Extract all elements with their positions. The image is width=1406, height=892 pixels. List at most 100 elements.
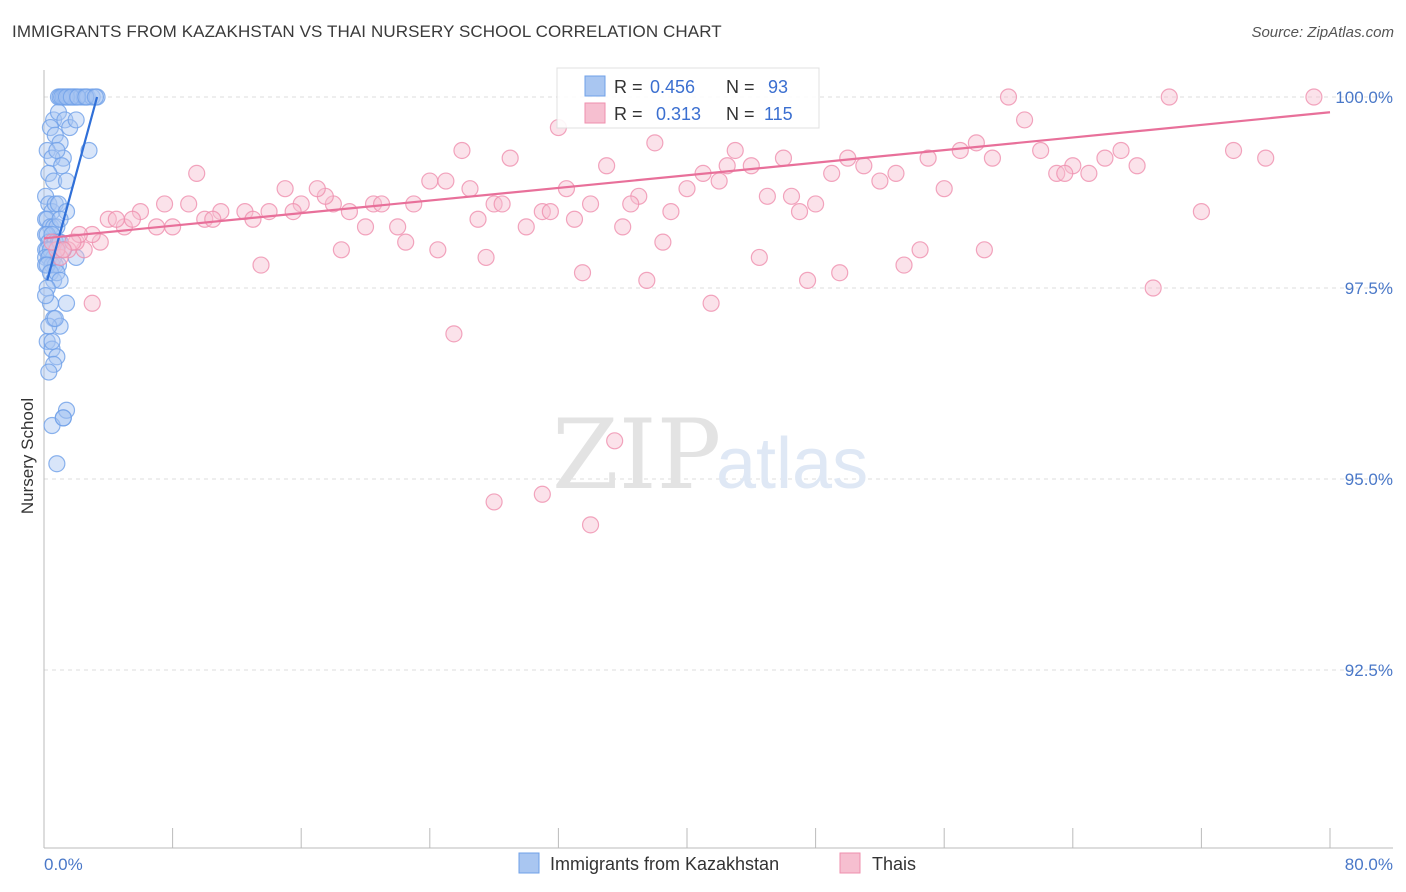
thai-point xyxy=(1056,164,1074,182)
trend-lines xyxy=(43,96,1331,281)
kazakhstan-point xyxy=(53,157,71,175)
thai-point xyxy=(975,241,993,259)
thai-point xyxy=(887,164,905,182)
thai-point xyxy=(405,195,423,213)
thai-point xyxy=(750,248,768,267)
thai-point xyxy=(83,294,101,312)
thai-point xyxy=(533,485,551,503)
y-tick-labels: 100.0% 97.5% 95.0% 92.5% xyxy=(1335,88,1393,680)
thai-point xyxy=(895,256,913,274)
thai-point xyxy=(662,203,680,221)
thai-point xyxy=(1144,279,1162,297)
thai-point xyxy=(1160,88,1178,106)
axes xyxy=(43,70,1393,849)
legend-pink-swatch xyxy=(839,852,861,874)
thai-point xyxy=(790,203,809,221)
thai-point xyxy=(437,172,455,190)
thai-point xyxy=(501,149,519,167)
thai-point xyxy=(999,88,1018,106)
thai-point xyxy=(581,516,600,534)
thai-point xyxy=(646,134,664,152)
stats-pink-n-value: 115 xyxy=(764,104,793,124)
thai-point xyxy=(935,180,953,198)
thai-point xyxy=(726,141,744,160)
thai-point xyxy=(284,203,302,221)
thai-point xyxy=(445,325,463,343)
stats-blue-r-label: R = xyxy=(614,77,643,97)
thai-point xyxy=(573,264,592,282)
thai-point xyxy=(1305,88,1323,106)
thai-point xyxy=(606,432,624,450)
thai-point xyxy=(598,157,616,175)
thai-point xyxy=(702,294,720,312)
thai-point xyxy=(710,172,728,190)
watermark-zip: ZIP xyxy=(552,399,721,511)
thai-point xyxy=(638,271,656,289)
thai-point xyxy=(855,157,873,175)
thai-point xyxy=(180,195,198,213)
thai-point xyxy=(1032,141,1050,160)
thai-point xyxy=(911,241,929,259)
thai-point xyxy=(308,180,326,198)
thai-point xyxy=(107,210,125,228)
thai-point xyxy=(919,149,937,167)
thai-point xyxy=(332,241,350,259)
kazakhstan-point xyxy=(43,332,61,351)
thai-trend-line xyxy=(43,111,1331,240)
stats-pink-r-label: R = xyxy=(614,104,643,124)
thai-point xyxy=(340,203,359,221)
thai-point xyxy=(204,210,222,228)
thai-point xyxy=(782,187,801,205)
thai-point xyxy=(871,172,889,190)
thai-point xyxy=(276,180,294,198)
thai-point xyxy=(1096,149,1114,167)
kazakhstan-point xyxy=(62,88,80,106)
stats-pink-swatch xyxy=(584,102,606,124)
thai-point xyxy=(581,195,600,213)
kazakhstan-point xyxy=(51,271,69,289)
kazakhstan-point xyxy=(40,363,58,381)
stats-pink-n-label: N = xyxy=(726,104,755,124)
y-tick-label-2: 95.0% xyxy=(1345,470,1393,489)
thai-point xyxy=(397,233,415,251)
legend-blue-swatch xyxy=(518,852,540,874)
kazakhstan-point xyxy=(77,88,95,106)
stats-blue-n-label: N = xyxy=(726,77,755,97)
legend: Immigrants from Kazakhstan Thais xyxy=(518,852,916,874)
thai-point xyxy=(252,256,270,274)
thai-point xyxy=(718,157,736,175)
thai-point xyxy=(1080,164,1098,182)
thai-point xyxy=(654,233,672,251)
chart-title: IMMIGRANTS FROM KAZAKHSTAN VS THAI NURSE… xyxy=(12,22,722,41)
thai-point xyxy=(541,203,559,221)
stats-box: R = 0.456 N = 93 R = 0.313 N = 115 xyxy=(556,67,820,129)
thai-point xyxy=(485,493,503,511)
y-tick-label-0: 100.0% xyxy=(1335,88,1393,107)
thai-point xyxy=(983,149,1002,167)
kazakhstan-point xyxy=(80,141,98,160)
thai-point xyxy=(123,210,142,228)
thai-point xyxy=(614,218,632,236)
kazakhstan-point xyxy=(48,141,66,160)
thai-point xyxy=(678,180,696,198)
thai-point xyxy=(493,195,511,213)
thai-point xyxy=(1112,141,1130,160)
thai-point xyxy=(823,164,841,182)
thai-point xyxy=(389,218,407,236)
data-points xyxy=(37,88,1323,534)
thai-point xyxy=(453,141,471,160)
thai-point xyxy=(758,187,776,205)
thai-point xyxy=(622,195,640,213)
legend-pink-label: Thais xyxy=(872,854,916,874)
stats-blue-swatch xyxy=(584,75,606,97)
legend-blue-label: Immigrants from Kazakhstan xyxy=(550,854,779,874)
thai-point xyxy=(421,172,439,190)
thai-point xyxy=(517,218,535,236)
thai-point xyxy=(1192,203,1211,221)
kazakhstan-point xyxy=(57,294,76,312)
thai-point xyxy=(1224,141,1243,160)
thai-point xyxy=(461,180,479,198)
x-tick-max: 80.0% xyxy=(1345,855,1393,874)
kazakhstan-point xyxy=(54,409,72,427)
